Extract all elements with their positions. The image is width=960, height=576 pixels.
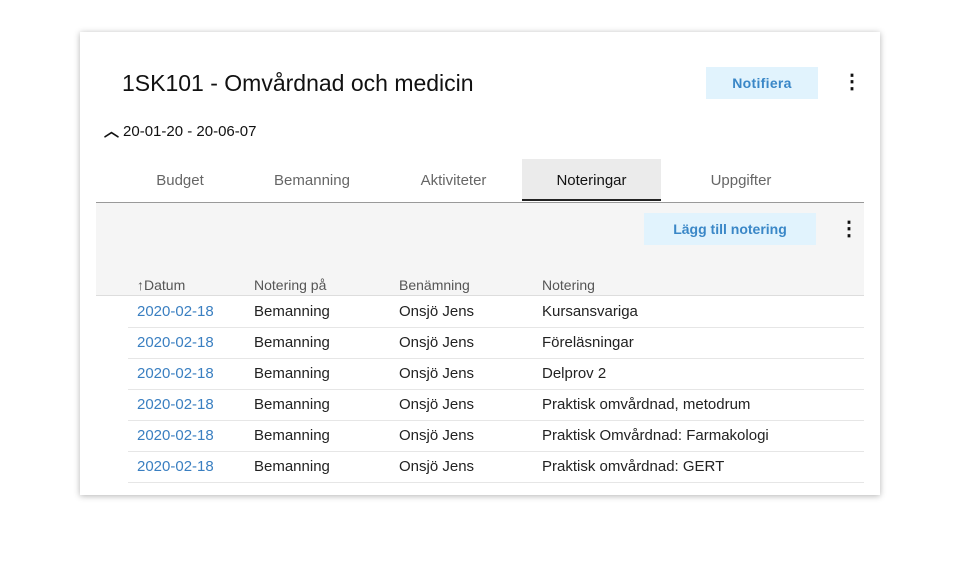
notify-button[interactable]: Notifiera bbox=[706, 67, 818, 99]
date-link[interactable]: 2020-02-18 bbox=[137, 334, 214, 351]
note-on-cell: Bemanning bbox=[254, 396, 330, 413]
note-cell: Kursansvariga bbox=[542, 303, 638, 320]
note-on-cell: Bemanning bbox=[254, 365, 330, 382]
table-row[interactable]: 2020-02-18 Bemanning Onsjö Jens Föreläsning… bbox=[128, 327, 864, 359]
tab-aktiviteter[interactable]: Aktiviteter bbox=[420, 172, 487, 189]
note-cell: Föreläsningar bbox=[542, 334, 634, 351]
course-card: 1SK101 - Omvårdnad och medicin Notifiera… bbox=[80, 32, 880, 495]
note-cell: Praktisk omvårdnad: GERT bbox=[542, 458, 725, 475]
column-header-notering[interactable]: Notering bbox=[542, 277, 595, 293]
note-cell: Praktisk Omvårdnad: Farmakologi bbox=[542, 427, 769, 444]
note-cell: Delprov 2 bbox=[542, 365, 607, 382]
note-on-cell: Bemanning bbox=[254, 334, 330, 351]
name-cell: Onsjö Jens bbox=[399, 396, 475, 413]
tab-bemanning[interactable]: Bemanning bbox=[274, 172, 350, 189]
add-note-button[interactable]: Lägg till notering bbox=[644, 213, 816, 245]
column-header-notering-pa[interactable]: Notering på bbox=[254, 277, 327, 293]
name-cell: Onsjö Jens bbox=[399, 458, 475, 475]
table-row[interactable]: 2020-02-18 Bemanning Onsjö Jens Kursansvari… bbox=[128, 296, 864, 328]
chevron-up-icon: ︿ bbox=[104, 123, 120, 140]
date-range: 20-01-20 - 20-06-07 bbox=[123, 123, 257, 140]
tab-budget[interactable]: Budget bbox=[156, 172, 204, 189]
date-link[interactable]: 2020-02-18 bbox=[137, 396, 214, 413]
more-vert-icon[interactable]: ⋮ bbox=[839, 218, 859, 240]
notes-toolbar: Lägg till notering ⋮ ↑Datum Notering på … bbox=[96, 203, 864, 296]
name-cell: Onsjö Jens bbox=[399, 303, 475, 320]
arrow-up-icon: ↑ bbox=[137, 277, 144, 293]
note-on-cell: Bemanning bbox=[254, 427, 330, 444]
date-link[interactable]: 2020-02-18 bbox=[137, 303, 214, 320]
more-vert-icon[interactable]: ⋮ bbox=[842, 71, 862, 93]
date-link[interactable]: 2020-02-18 bbox=[137, 427, 214, 444]
tab-bar: Budget Bemanning Aktiviteter Noteringar … bbox=[96, 159, 864, 203]
tab-uppgifter[interactable]: Uppgifter bbox=[710, 172, 772, 189]
page-title: 1SK101 - Omvårdnad och medicin bbox=[122, 70, 474, 96]
name-cell: Onsjö Jens bbox=[399, 365, 475, 382]
date-link[interactable]: 2020-02-18 bbox=[137, 365, 214, 382]
date-link[interactable]: 2020-02-18 bbox=[137, 458, 214, 475]
table-row[interactable]: 2020-02-18 Bemanning Onsjö Jens Praktisk om… bbox=[128, 451, 864, 483]
table-row[interactable]: 2020-02-18 Bemanning Onsjö Jens Praktisk om… bbox=[128, 389, 864, 421]
table-row[interactable]: 2020-02-18 Bemanning Onsjö Jens Praktisk Om… bbox=[128, 420, 864, 452]
date-range-toggle[interactable]: ︿ 20-01-20 - 20-06-07 bbox=[104, 120, 256, 141]
column-header-benamning[interactable]: Benämning bbox=[399, 277, 470, 293]
note-cell: Praktisk omvårdnad, metodrum bbox=[542, 396, 751, 413]
name-cell: Onsjö Jens bbox=[399, 427, 475, 444]
note-on-cell: Bemanning bbox=[254, 458, 330, 475]
table-row[interactable]: 2020-02-18 Bemanning Onsjö Jens Delprov 2 bbox=[128, 358, 864, 390]
column-header-datum[interactable]: ↑Datum bbox=[137, 277, 186, 293]
tab-noteringar[interactable]: Noteringar bbox=[522, 159, 661, 201]
name-cell: Onsjö Jens bbox=[399, 334, 475, 351]
note-on-cell: Bemanning bbox=[254, 303, 330, 320]
